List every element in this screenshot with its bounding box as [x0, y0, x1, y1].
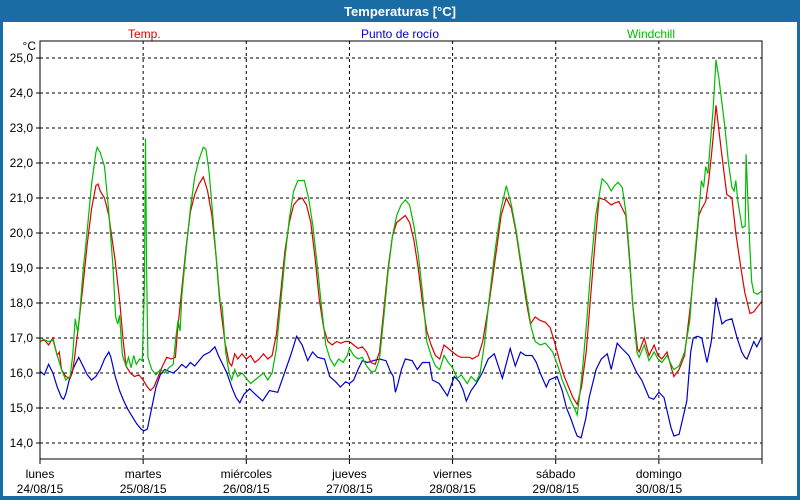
svg-text:27/08/15: 27/08/15: [326, 482, 373, 496]
svg-text:jueves: jueves: [331, 467, 367, 481]
svg-text:°C: °C: [23, 39, 37, 53]
legend-item-dew-point: Punto de rocío: [361, 27, 440, 41]
svg-text:martes: martes: [125, 467, 162, 481]
svg-text:18,0: 18,0: [10, 296, 34, 310]
temperature-chart-svg: 25,0 24,0 23,0 22,0 21,0 20,0 19,0 18,0 17,0 16,0…: [10, 39, 763, 496]
window-title: Temperaturas [°C]: [344, 3, 456, 19]
svg-text:24,0: 24,0: [10, 86, 34, 100]
svg-text:25,0: 25,0: [10, 51, 34, 65]
svg-text:16,0: 16,0: [10, 366, 34, 380]
svg-text:25/08/15: 25/08/15: [120, 482, 167, 496]
svg-text:30/08/15: 30/08/15: [635, 482, 682, 496]
legend-item-temp: Temp.: [128, 27, 161, 41]
svg-text:24/08/15: 24/08/15: [17, 482, 64, 496]
svg-text:29/08/15: 29/08/15: [532, 482, 579, 496]
svg-text:miércoles: miércoles: [221, 467, 272, 481]
chart-panel: Temp. Punto de rocío Windchill 25,0 24,0 2…: [3, 22, 797, 496]
svg-text:14,0: 14,0: [10, 436, 34, 450]
svg-text:28/08/15: 28/08/15: [429, 482, 476, 496]
title-bar: Temperaturas [°C]: [0, 0, 800, 22]
svg-text:20,0: 20,0: [10, 226, 34, 240]
svg-text:15,0: 15,0: [10, 401, 34, 415]
svg-text:sábado: sábado: [536, 467, 576, 481]
legend-item-windchill: Windchill: [627, 27, 676, 41]
svg-text:viernes: viernes: [433, 467, 472, 481]
svg-text:21,0: 21,0: [10, 191, 34, 205]
svg-text:26/08/15: 26/08/15: [223, 482, 270, 496]
svg-text:17,0: 17,0: [10, 331, 34, 345]
svg-text:domingo: domingo: [636, 467, 682, 481]
svg-text:lunes: lunes: [26, 467, 55, 481]
svg-text:19,0: 19,0: [10, 261, 34, 275]
svg-text:22,0: 22,0: [10, 156, 34, 170]
svg-text:23,0: 23,0: [10, 121, 34, 135]
